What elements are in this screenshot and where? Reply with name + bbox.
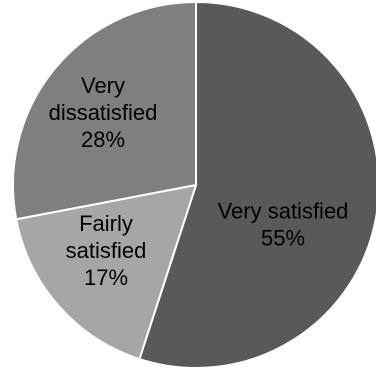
pie-label-text: dissatisfied [49,100,158,125]
pie-label-value: 28% [81,127,125,152]
pie-label-very-satisfied: Very satisfied 55% [218,199,349,251]
pie-label-very-dissatisfied: Very dissatisfied 28% [49,73,158,152]
pie-labels: Very satisfied 55%Fairly satisfied 17%Very d… [49,73,349,290]
pie-label-text: Very satisfied [218,199,349,224]
pie-slice-fairly-satisfied [15,183,198,361]
pie-label-text: Very [81,73,125,98]
pie-label-value: 55% [261,226,305,251]
pie-slice-very-satisfied [138,0,376,369]
pie-label-value: 17% [84,265,128,290]
pie-slice-very-dissatisfied [12,0,197,221]
pie-label-fairly-satisfied: Fairly satisfied 17% [66,211,147,290]
pie-label-text: satisfied [66,238,147,263]
pie-slices [12,0,376,369]
pie-label-text: Fairly [79,211,133,236]
